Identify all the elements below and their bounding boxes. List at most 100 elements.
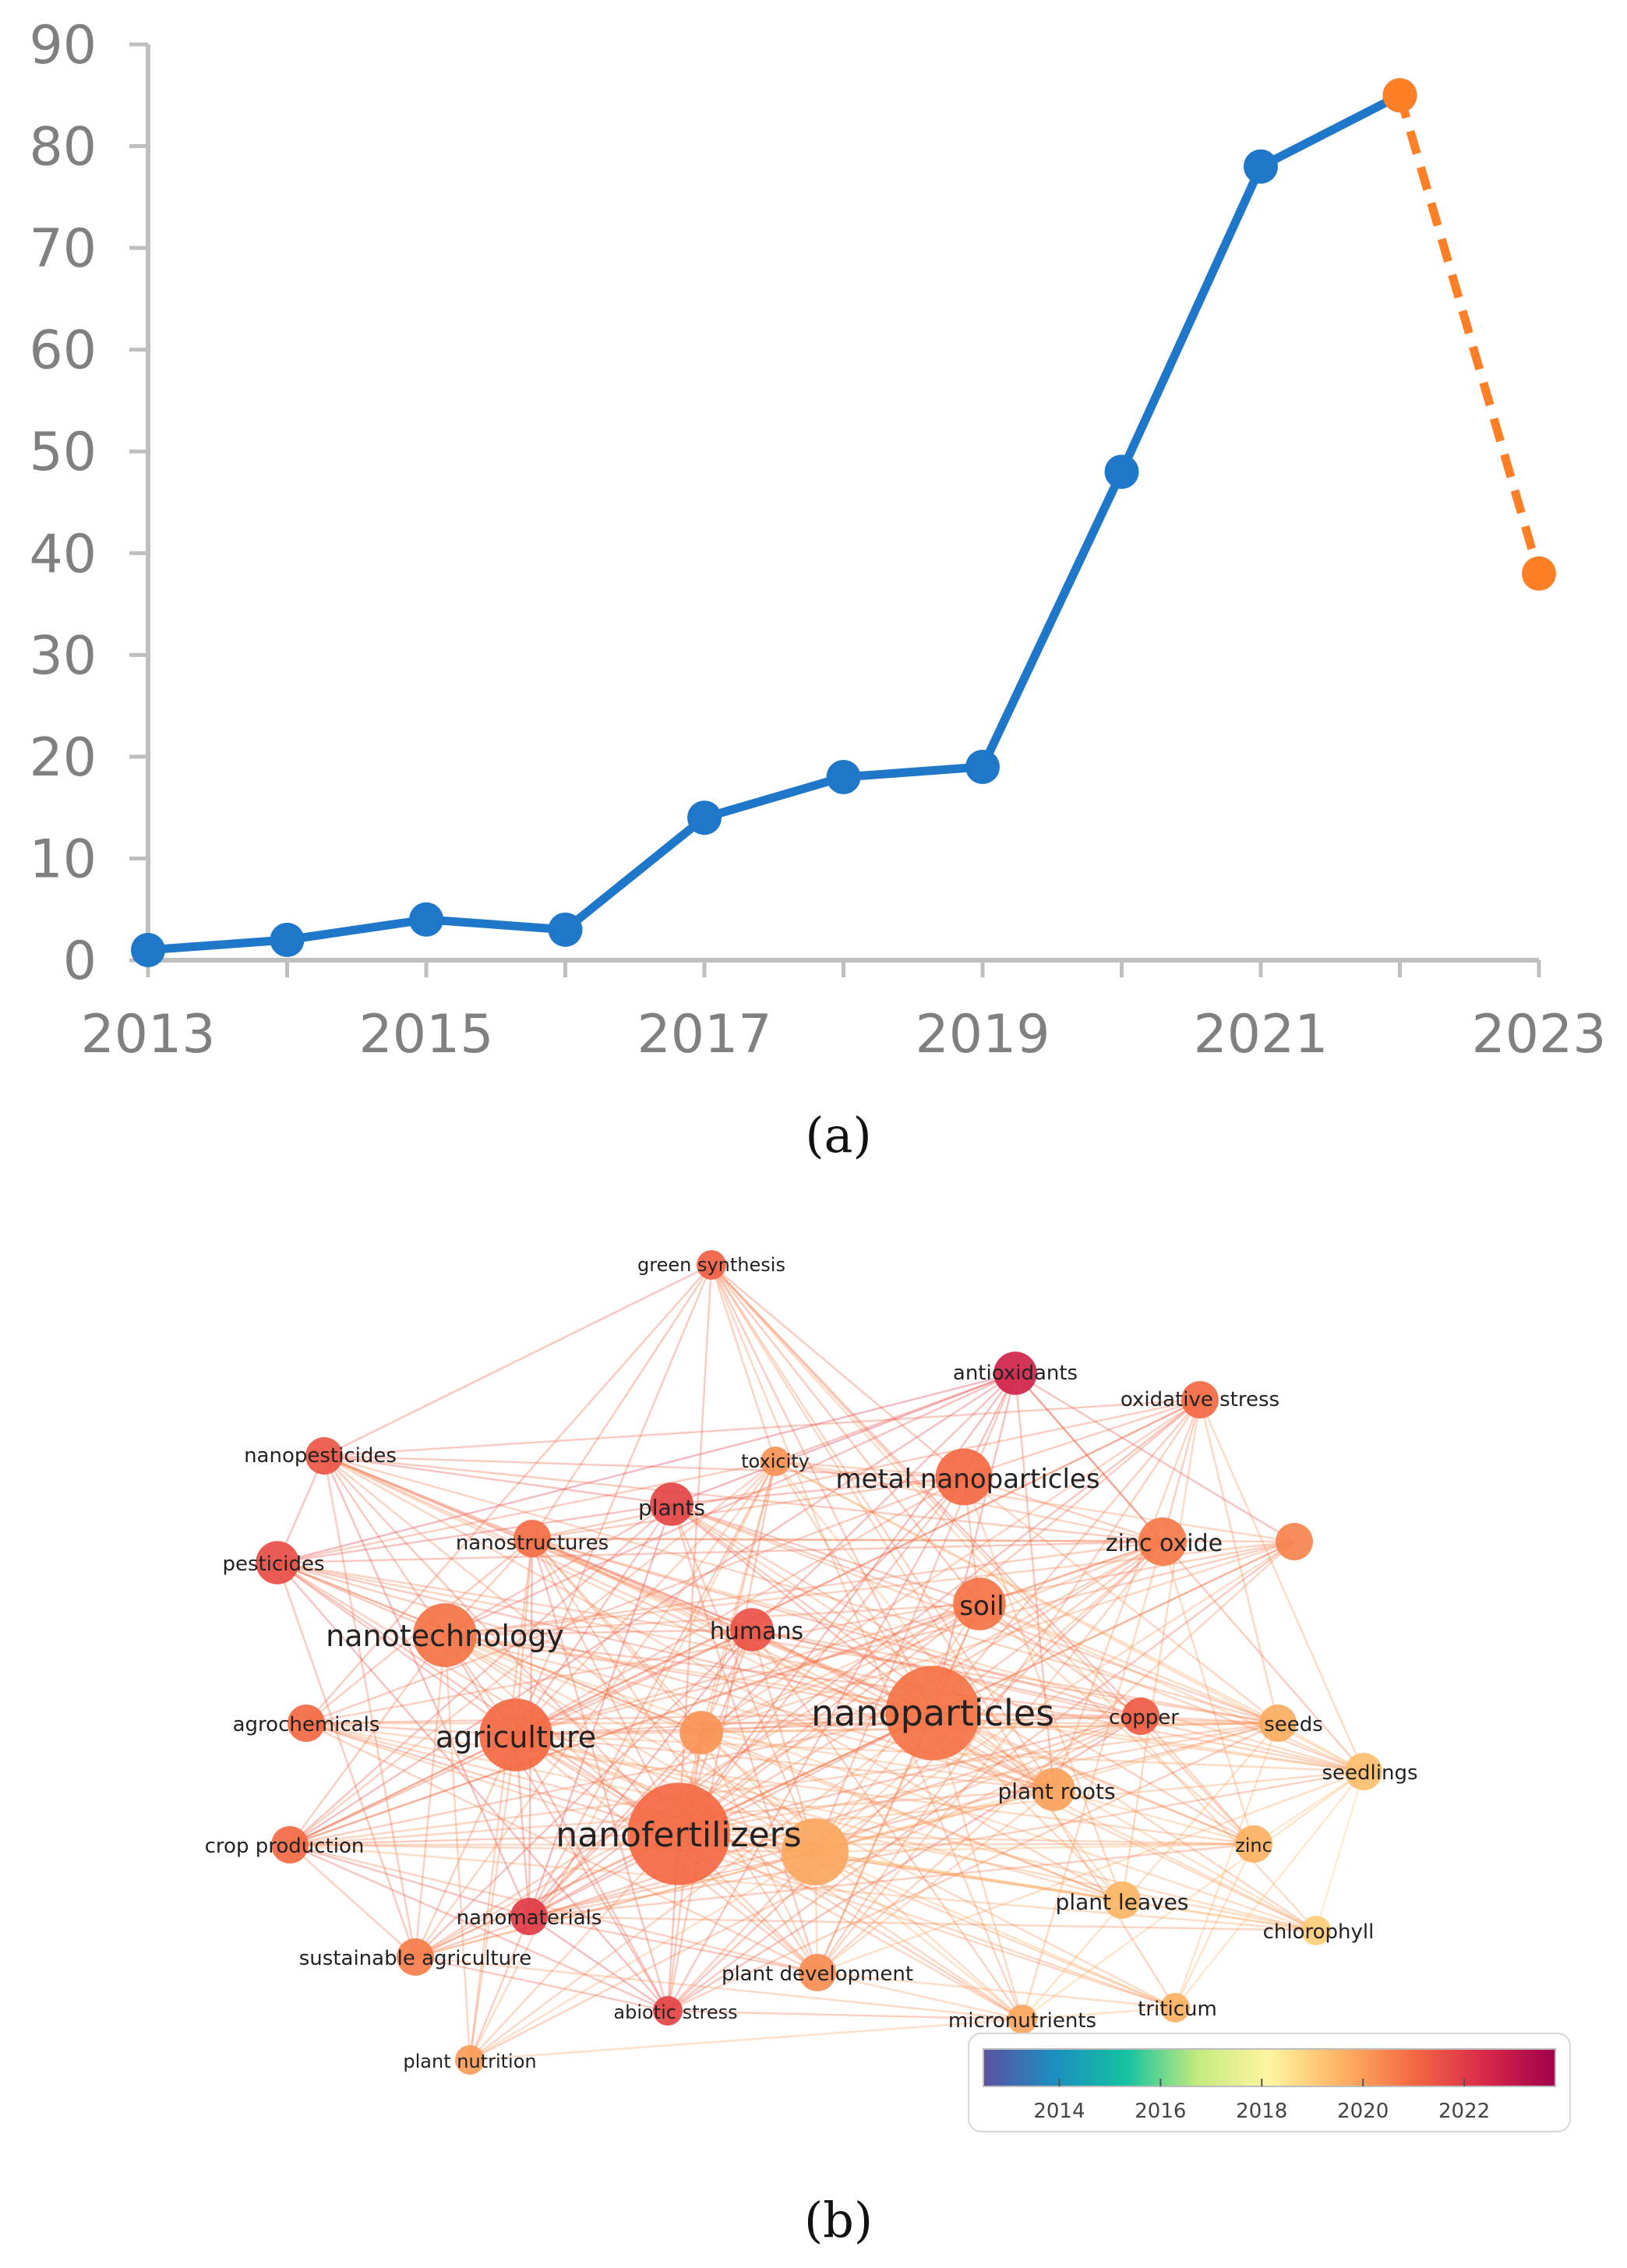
network-node	[514, 1520, 551, 1557]
network-edge	[515, 1461, 776, 1736]
network-edge	[678, 1832, 1176, 2009]
network-edge	[963, 1476, 1279, 1724]
node-label: abiotic stress	[613, 2001, 737, 2023]
network-edge	[289, 1842, 1255, 1846]
network-edge	[469, 1715, 1142, 2061]
network-edge	[931, 1712, 1024, 2020]
network-edge	[932, 1540, 1295, 1715]
network-edge	[531, 1537, 1142, 1718]
network-edge	[531, 1398, 1201, 1540]
network-edge	[277, 1540, 1163, 1564]
network-edge	[277, 1562, 669, 2012]
network-edge	[979, 1602, 1279, 1725]
network-edge	[678, 1832, 1123, 1902]
network-edge	[414, 1634, 446, 1958]
network-edge	[277, 1562, 517, 1736]
network-edge	[1015, 1372, 1295, 1543]
data-point-published	[687, 800, 722, 835]
network-edge	[444, 1634, 1023, 2020]
network-edge	[276, 1562, 417, 1958]
network-node	[510, 1898, 548, 1935]
network-edge	[444, 1602, 980, 1637]
network-edge	[277, 1372, 1016, 1564]
network-node	[1301, 1916, 1331, 1945]
node-label: plant nutrition	[403, 2051, 536, 2072]
network-edge	[751, 1629, 1023, 2020]
y-tick-label: 50	[29, 422, 97, 483]
network-edge	[443, 1634, 669, 2012]
network-node	[1008, 2005, 1037, 2034]
network-edge	[305, 1722, 818, 1974]
network-edge	[323, 1454, 1279, 1725]
network-edge	[444, 1372, 1016, 1637]
network-node	[993, 1351, 1037, 1395]
network-node	[1122, 1697, 1159, 1735]
network-edge	[979, 1603, 1255, 1845]
network-edge	[678, 1540, 1295, 1835]
network-edge	[1022, 1771, 1364, 2020]
network-edge	[305, 1722, 1255, 1846]
node-label: nanomaterials	[457, 1906, 602, 1930]
node-label: pesticides	[222, 1553, 324, 1576]
network-edge	[677, 1461, 777, 1835]
network-edge	[468, 1538, 534, 2061]
network-edge	[323, 1454, 1317, 1932]
network-edge	[671, 1503, 933, 1714]
network-edge	[678, 1770, 1364, 1835]
network-edge	[528, 1712, 933, 1918]
network-edge	[1173, 1843, 1255, 2008]
network-edge	[515, 1733, 1023, 2021]
data-point-published	[270, 922, 305, 957]
network-edge	[775, 1460, 965, 1478]
network-edge	[289, 1503, 672, 1846]
network-edge	[323, 1455, 446, 1636]
data-point-published	[1244, 149, 1278, 184]
network-edge	[323, 1398, 1201, 1457]
network-edge	[514, 1734, 669, 2012]
panel-label-b: (b)	[803, 2192, 873, 2249]
network-edge	[666, 1476, 965, 2012]
network-edge	[963, 1398, 1201, 1478]
network-edge	[1161, 1541, 1255, 1845]
node-label: nanofertilizers	[556, 1815, 801, 1855]
network-edge	[774, 1461, 934, 1714]
network-edge	[1015, 1372, 1163, 1542]
network-edge	[1015, 1372, 1364, 1772]
network-node	[256, 1541, 299, 1584]
network-edge	[528, 1476, 965, 1917]
network-edge	[323, 1455, 816, 1853]
node-label: toxicity	[741, 1450, 810, 1472]
network-edge	[678, 1476, 965, 1835]
colorbar-gradient	[983, 2048, 1556, 2087]
network-edge	[528, 1915, 1317, 1932]
network-edge	[814, 1850, 1317, 1932]
network-edge	[816, 1603, 981, 1973]
data-point-projection	[1382, 78, 1417, 113]
node-label: green synthesis	[637, 1254, 785, 1276]
network-edge	[528, 1503, 673, 1917]
network-edge	[667, 1541, 1295, 2012]
network-edge	[444, 1628, 753, 1637]
network-edge	[710, 1264, 1024, 2020]
network-edge	[711, 1264, 980, 1605]
network-edge	[671, 1503, 980, 1606]
network-edge	[671, 1503, 1054, 1790]
network-edge	[979, 1603, 1142, 1717]
network-edge	[468, 1916, 531, 2061]
node-label: nanostructures	[456, 1531, 609, 1555]
network-edge	[814, 1842, 1255, 1853]
node-label: agriculture	[436, 1720, 596, 1754]
network-edge	[515, 1475, 965, 1736]
network-edge	[444, 1540, 1163, 1637]
data-point-published	[1104, 454, 1139, 489]
y-tick-label: 40	[29, 524, 97, 585]
network-edge	[678, 1603, 980, 1835]
y-tick-label: 20	[29, 727, 97, 789]
network-edge	[711, 1264, 1255, 1845]
line-chart: 0 10 20 30 40 50 60 70 80 90 2013 2015 2017 2019 2021 2…	[29, 15, 1606, 1065]
network-node	[413, 1603, 477, 1667]
network-edge	[531, 1538, 669, 2012]
network-edge	[678, 1715, 1142, 1835]
network-edge	[289, 1843, 1317, 1932]
network-edge	[531, 1475, 965, 1540]
